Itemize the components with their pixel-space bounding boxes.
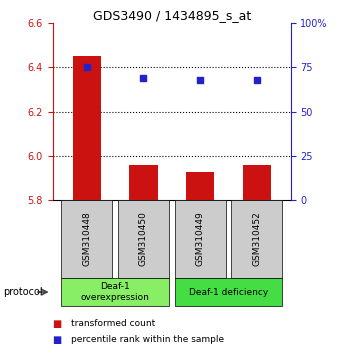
Text: transformed count: transformed count: [71, 319, 156, 329]
Text: GSM310450: GSM310450: [139, 211, 148, 267]
Bar: [61, 278, 169, 306]
Point: [254, 77, 259, 82]
Bar: [129, 165, 157, 200]
Title: GDS3490 / 1434895_s_at: GDS3490 / 1434895_s_at: [92, 9, 251, 22]
Point: [141, 75, 146, 81]
Bar: [242, 165, 271, 200]
Bar: [61, 200, 112, 278]
Text: ■: ■: [53, 335, 65, 345]
Point: [197, 77, 203, 82]
Bar: [186, 172, 214, 200]
Bar: [231, 200, 282, 278]
Text: protocol: protocol: [3, 287, 43, 297]
Bar: [174, 200, 225, 278]
Text: Deaf-1
overexpression: Deaf-1 overexpression: [81, 282, 150, 302]
Text: GSM310448: GSM310448: [82, 212, 91, 266]
Bar: [118, 200, 169, 278]
Text: GSM310452: GSM310452: [252, 212, 261, 266]
Bar: [174, 278, 282, 306]
Point: [84, 64, 89, 70]
Text: Deaf-1 deficiency: Deaf-1 deficiency: [189, 287, 268, 297]
Text: ■: ■: [53, 319, 65, 329]
Bar: [72, 56, 101, 200]
Text: percentile rank within the sample: percentile rank within the sample: [71, 335, 224, 344]
Text: GSM310449: GSM310449: [195, 212, 205, 266]
